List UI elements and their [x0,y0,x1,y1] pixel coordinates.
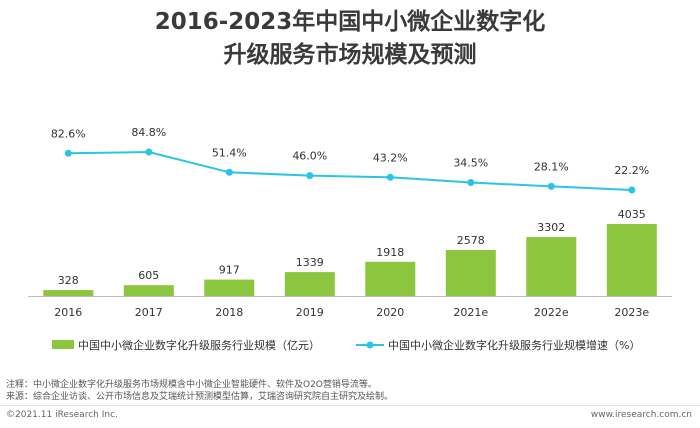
x-tick-label: 2020 [376,306,404,319]
bar-value-label: 1918 [376,246,404,259]
source-line: 来源：综合企业访谈、公开市场信息及艾瑞统计预测模型估算，艾瑞咨询研究院自主研究及… [6,392,394,402]
growth-value-label: 84.8% [131,126,166,139]
growth-line-group: 82.6% 84.8% 51.4% 46.0% 43.2% 34.5% 28.1% 22.2% [51,126,649,194]
bars-group: 328 605 917 1339 1918 2578 3302 4035 [43,208,657,296]
bar-2021e [445,250,496,296]
chart-notes: 注释：中小微企业数字化升级服务市场规模含中小微企业智能硬件、软件及O2O营销导流… [6,379,696,403]
chart-title: 2016-2023年中国中小微企业数字化 升级服务市场规模及预测 [0,6,700,72]
bar-value-label: 3302 [537,221,565,234]
growth-value-label: 22.2% [614,164,649,177]
x-tick-label: 2023e [614,306,649,319]
bar-value-label: 4035 [618,208,646,221]
growth-point-2021e [467,179,475,186]
x-tick-label: 2019 [296,306,324,319]
copyright-text: ©2021.11 iResearch Inc. [6,410,118,420]
growth-value-label: 43.2% [373,151,408,164]
x-tick-label: 2017 [135,306,163,319]
growth-value-label: 28.1% [534,160,569,173]
legend-bar-label: 中国中小微企业数字化升级服务行业规模（亿元） [78,338,320,352]
bar-value-label: 1339 [296,256,324,269]
growth-value-label: 51.4% [212,146,247,159]
bar-2018 [204,279,255,296]
growth-point-2019 [306,172,314,180]
x-axis-ticks: 2016 2017 2018 2019 2020 2021e 2022e 2023e [54,306,649,319]
growth-point-2017 [145,148,153,156]
growth-value-label: 34.5% [453,157,488,170]
x-tick-label: 2021e [453,306,488,319]
bar-value-label: 2578 [457,234,485,247]
legend: 中国中小微企业数字化升级服务行业规模（亿元） 中国中小微企业数字化升级服务行业规… [52,338,640,352]
bar-2016 [43,290,94,296]
chart-area: 328 605 917 1339 1918 2578 3302 4035 82.6% 84.8%… [28,126,672,352]
growth-point-2023e [628,186,636,194]
bar-2019 [284,272,335,296]
x-tick-label: 2016 [54,306,82,319]
bar-2023e [606,224,657,296]
x-tick-label: 2022e [534,306,569,319]
growth-point-2016 [64,149,72,157]
growth-point-2022e [547,182,555,190]
bar-2020 [365,261,416,296]
legend-bar-swatch [52,340,74,349]
note-line: 注释：中小微企业数字化升级服务市场规模含中小微企业智能硬件、软件及O2O营销导流… [6,380,377,390]
footer-divider [0,405,700,406]
growth-point-2018 [225,168,233,176]
bar-2022e [526,237,577,296]
growth-point-2020 [386,173,394,181]
x-tick-label: 2018 [215,306,243,319]
growth-value-label: 46.0% [292,150,327,163]
legend-line-marker [366,341,374,349]
chart-title-line-2: 升级服务市场规模及预测 [223,42,477,68]
legend-line-label: 中国中小微企业数字化升级服务行业规模增速（%） [388,338,640,352]
chart-title-line-1: 2016-2023年中国中小微企业数字化 [154,9,546,35]
bar-value-label: 328 [58,274,79,287]
growth-value-label: 82.6% [51,127,86,140]
website-link[interactable]: www.iresearch.com.cn [590,410,692,420]
bar-2017 [123,285,174,296]
growth-line [68,150,632,191]
bar-value-label: 917 [219,264,240,277]
bar-value-label: 605 [138,269,159,282]
